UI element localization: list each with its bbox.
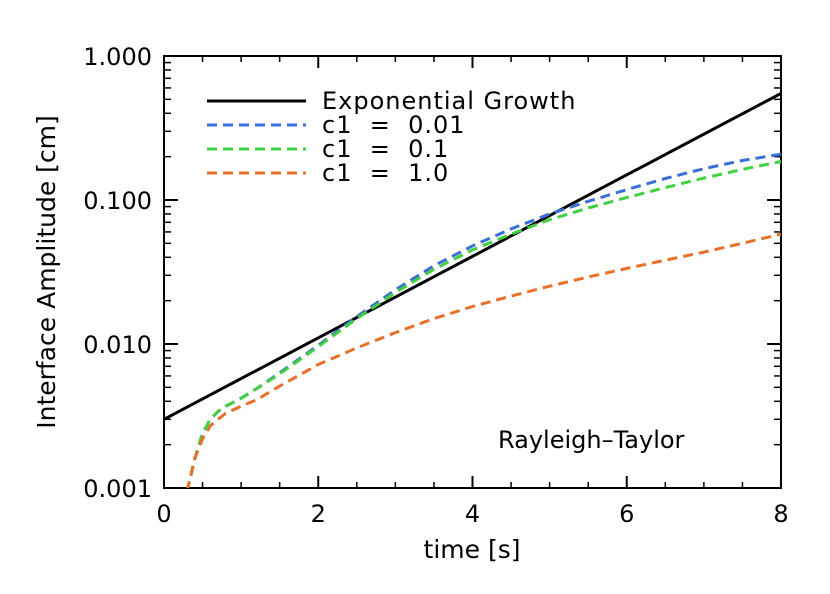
x-axis-title: time [s] [424,535,521,564]
y-axis-title: Interface Amplitude [cm] [32,115,61,429]
series-line-3 [186,232,781,488]
x-axis-ticks: 0 2 4 6 8 [156,56,789,528]
series-line-0 [164,92,781,421]
series-line-1 [186,152,781,488]
x-tick-label: 6 [619,500,634,528]
x-tick-label: 0 [156,500,171,528]
series-group [164,92,781,488]
y-tick-label: 0.010 [83,331,152,359]
legend-label-3: c1 = 1.0 [322,159,449,187]
x-tick-label: 8 [773,500,788,528]
y-tick-label: 1.000 [83,43,152,71]
y-tick-label: 0.100 [83,187,152,215]
y-tick-label: 0.001 [83,475,152,503]
annotation-rayleigh-taylor: Rayleigh–Taylor [498,426,685,454]
plot-frame [163,55,782,489]
legend-label-0: Exponential Growth [322,87,576,115]
legend-label-1: c1 = 0.01 [322,111,466,139]
y-axis-ticks: 0.001 0.010 0.100 1.000 [83,43,781,503]
series-line-2 [186,160,781,488]
legend-label-2: c1 = 0.1 [322,135,449,163]
x-tick-label: 4 [465,500,480,528]
x-tick-label: 2 [311,500,326,528]
